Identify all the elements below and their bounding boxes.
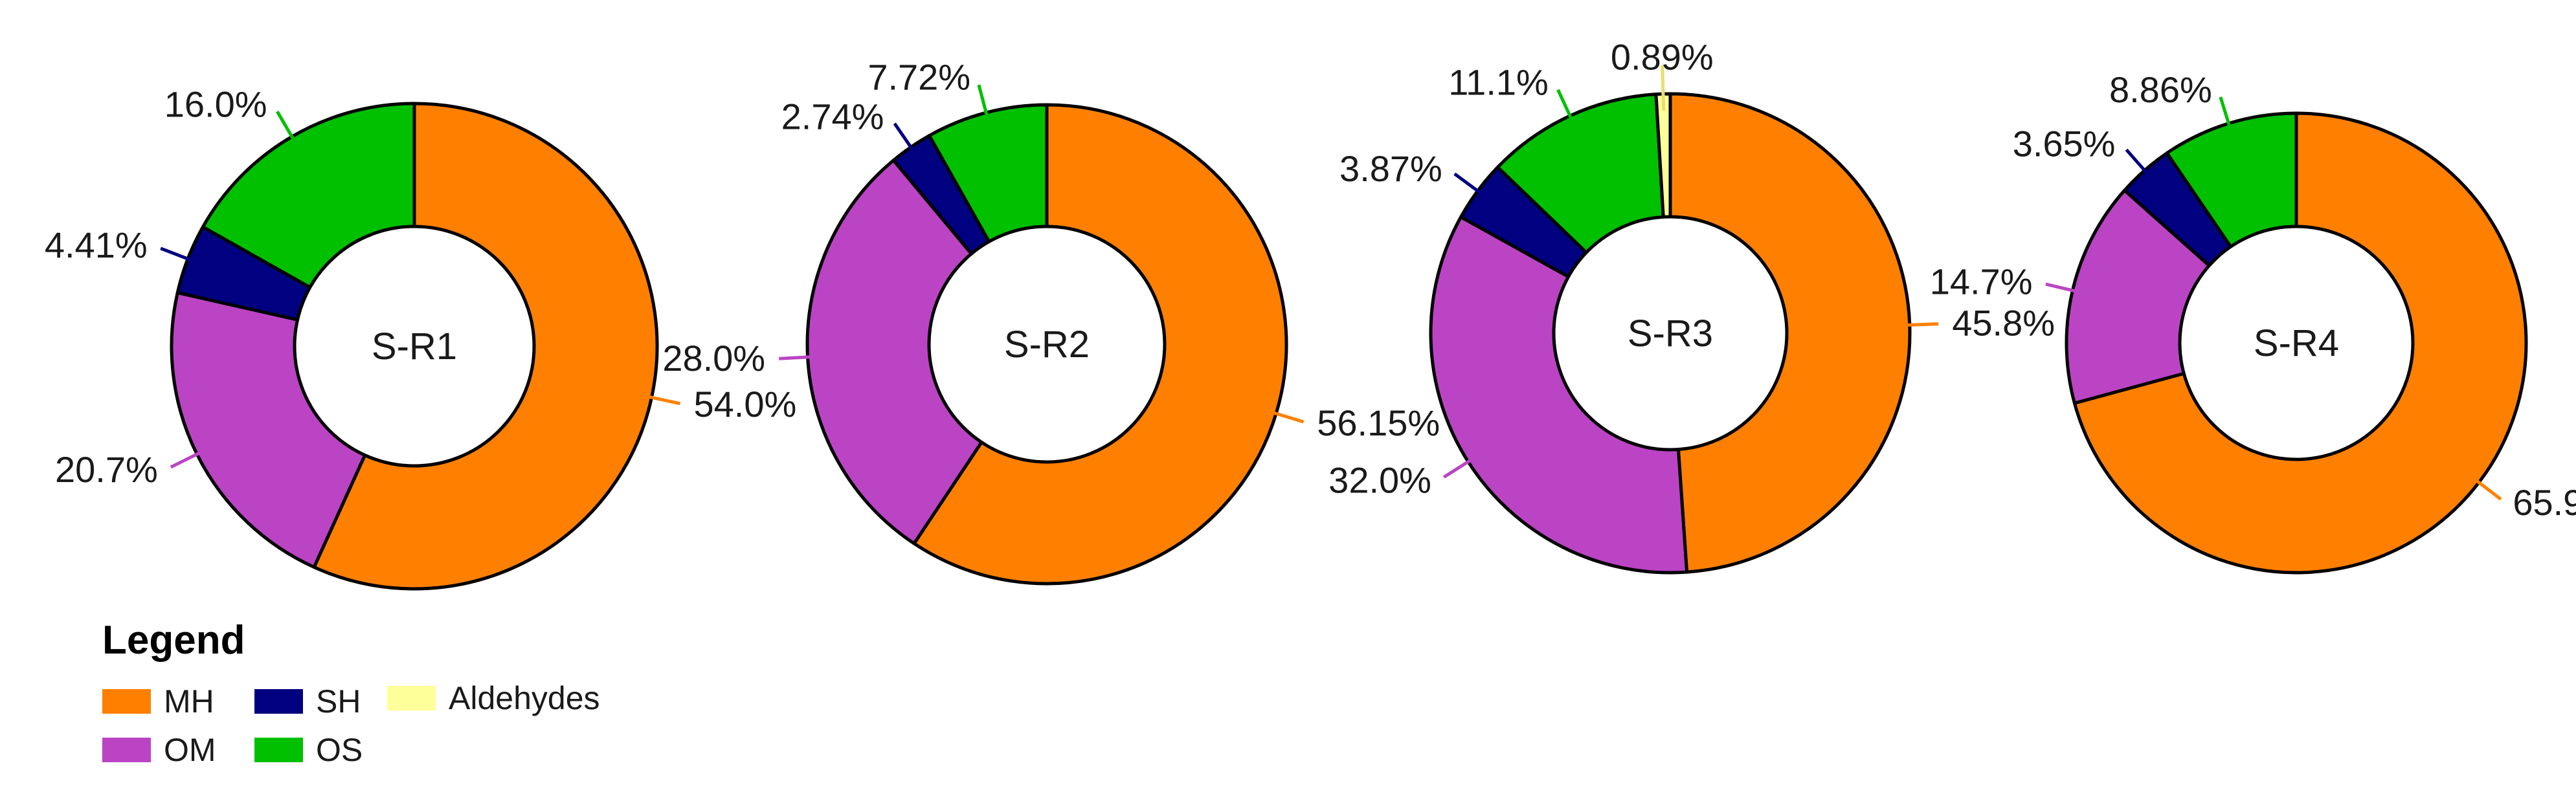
leader-line-os: [276, 111, 302, 153]
pct-label-os: 16.0%: [164, 84, 267, 125]
leader-line-om: [779, 354, 825, 360]
legend-swatch-aldehydes: [387, 686, 436, 710]
leader-line-os: [977, 84, 992, 129]
donut-s-r2: 56.15% 28.0% 2.74%7.72% S-R2: [662, 56, 1440, 586]
leader-line-sh: [1453, 172, 1492, 203]
leader-line-sh: [2125, 148, 2156, 184]
pct-label-om: 20.7%: [55, 449, 158, 490]
leader-line-os: [2219, 96, 2235, 140]
leader-line-mh: [1892, 322, 1939, 327]
pct-label-sh: 3.65%: [2013, 123, 2116, 164]
pct-label-sh: 2.74%: [781, 96, 884, 137]
pct-label-sh: 3.87%: [1339, 148, 1442, 189]
legend-label-os: OS: [316, 732, 363, 768]
donut-s-r1: 54.0% 20.7% 4.41% 16.0% S-R1: [45, 84, 797, 591]
donut-hole: [1552, 215, 1789, 452]
pct-label-om: 28.0%: [662, 338, 765, 379]
legend-label-sh: SH: [316, 683, 361, 720]
legend: Legend MH SH Aldehydes OM OS: [102, 618, 600, 768]
pct-label-mh: 56.15%: [1317, 402, 1440, 443]
leader-line-sh: [160, 247, 205, 267]
donut-hole: [927, 225, 1167, 464]
legend-title: Legend: [102, 618, 245, 663]
center-label: S-R4: [2254, 322, 2339, 364]
legend-swatch-mh: [102, 689, 151, 714]
leader-line-os: [1556, 89, 1579, 132]
leader-line-aldehydes: [1661, 65, 1666, 111]
pct-label-os: 7.72%: [868, 56, 970, 97]
donut-hole: [293, 225, 536, 468]
legend-label-mh: MH: [164, 683, 214, 720]
leader-line-om: [170, 445, 213, 469]
pct-label-om: 14.7%: [1930, 261, 2033, 302]
leader-line-mh: [1259, 407, 1305, 424]
leader-line-om: [1443, 451, 1484, 479]
pct-label-mh: 45.8%: [1952, 302, 2055, 343]
pct-label-om: 32.0%: [1328, 459, 1431, 500]
center-label: S-R2: [1004, 324, 1090, 366]
pct-label-os: 11.1%: [1448, 62, 1549, 103]
pct-label-mh: 54.0%: [694, 384, 797, 424]
donut-hole: [2178, 225, 2415, 461]
leader-line-sh: [893, 122, 922, 162]
legend-label-aldehydes: Aldehydes: [449, 680, 600, 716]
center-label: S-R1: [372, 325, 457, 368]
pct-label-sh: 4.41%: [45, 225, 148, 265]
center-label: S-R3: [1628, 313, 1713, 355]
pct-label-os: 8.86%: [2109, 69, 2212, 110]
legend-swatch-om: [102, 738, 151, 762]
leader-line-mh: [634, 392, 681, 406]
legend-swatch-sh: [254, 689, 303, 714]
pct-label-aldehydes: 0.89%: [1611, 37, 1714, 78]
leader-line-om: [2045, 282, 2089, 296]
pct-label-mh: 65.9%: [2513, 482, 2576, 523]
leader-line-mh: [2465, 471, 2502, 501]
legend-swatch-os: [254, 738, 303, 762]
donut-s-r4: 65.9% 14.7% 3.65% 8.86% S-R4: [1930, 69, 2576, 575]
legend-label-om: OM: [164, 732, 216, 768]
donut-s-r3: 45.8% 32.0% 3.87% 11.1% 0.89% S-R3: [1328, 37, 2055, 575]
